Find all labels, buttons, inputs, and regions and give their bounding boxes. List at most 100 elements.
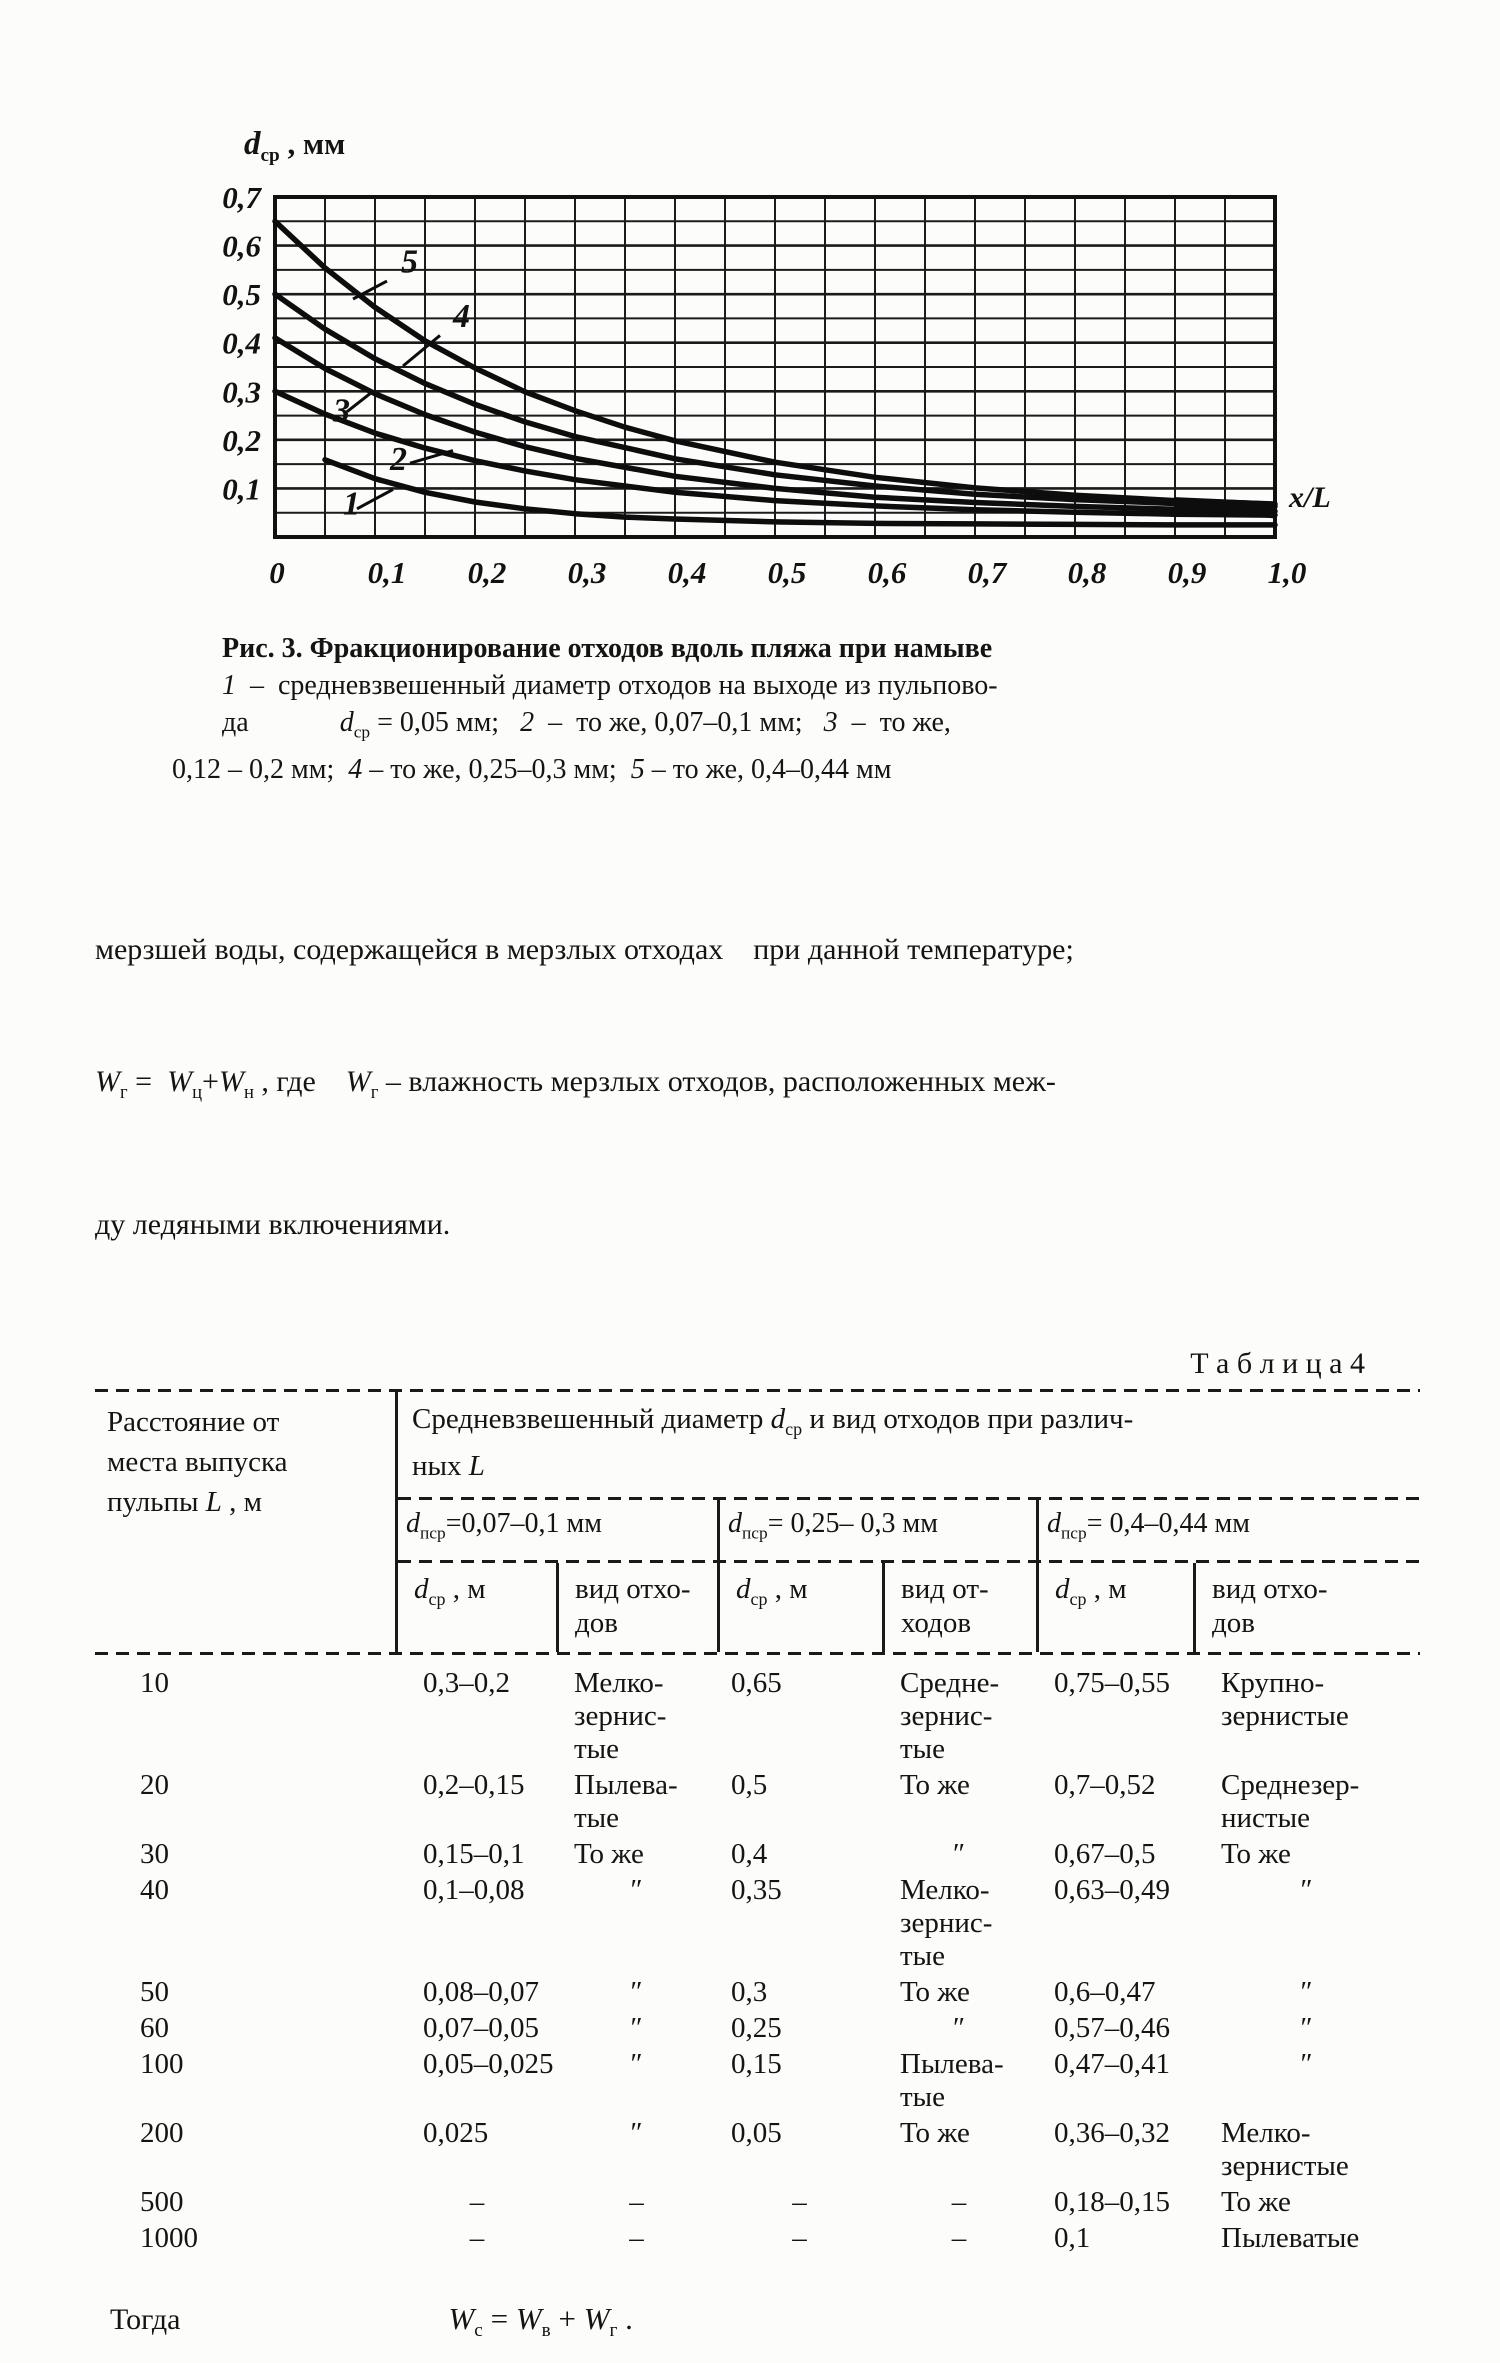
table-cell: Средне- зернис- тые bbox=[900, 1666, 1000, 1765]
table-cell: Крупно- зернистые bbox=[1221, 1666, 1349, 1732]
svg-text:0,6: 0,6 bbox=[222, 229, 261, 264]
svg-text:0,9: 0,9 bbox=[1168, 555, 1207, 590]
table-cell: – bbox=[469, 2185, 485, 2218]
svg-text:0,5: 0,5 bbox=[222, 277, 261, 312]
figure-caption-line: 0,12 – 0,2 мм; 4 – то же, 0,25–0,3 мм; 5… bbox=[172, 753, 892, 785]
table-cell: ″ bbox=[630, 2116, 643, 2149]
table-cell: 0,3–0,2 bbox=[423, 1666, 510, 1699]
table-cell: 1000 bbox=[140, 2221, 198, 2254]
svg-text:0,6: 0,6 bbox=[868, 555, 907, 590]
table-cell: 0,63–0,49 bbox=[1054, 1873, 1170, 1906]
svg-text:3: 3 bbox=[332, 392, 350, 429]
header-body-rule bbox=[95, 1651, 1420, 1655]
table-cell: 200 bbox=[140, 2116, 184, 2149]
table-cell: 500 bbox=[140, 2185, 184, 2218]
group-header-1: dпср=0,07–0,1 мм bbox=[406, 1508, 602, 1543]
table-cell: 40 bbox=[140, 1873, 169, 1906]
svg-text:5: 5 bbox=[401, 243, 418, 280]
table-cell: – bbox=[951, 2185, 967, 2218]
table-cell: 0,18–0,15 bbox=[1054, 2185, 1170, 2218]
table-cell: 0,15–0,1 bbox=[423, 1837, 525, 1870]
table-cell: 0,05–0,025 bbox=[423, 2047, 554, 2080]
table-header: Расстояние от места выпуска пульпы L , м… bbox=[95, 1391, 1420, 1652]
table-cell: 0,25 bbox=[731, 2011, 782, 2044]
svg-text:0,7: 0,7 bbox=[968, 555, 1008, 590]
table-cell: Мелко- зернис- тые bbox=[574, 1666, 667, 1765]
formula-wc-label: Тогда bbox=[110, 2302, 181, 2336]
subcolumn-header-d3: dср , м bbox=[1036, 1562, 1193, 1652]
table-cell: Мелко- зернистые bbox=[1221, 2116, 1349, 2182]
table-cell: То же bbox=[900, 2116, 970, 2149]
svg-text:0,2: 0,2 bbox=[222, 423, 261, 458]
table-cell: То же bbox=[900, 1975, 970, 2008]
table-cell: 0,2–0,15 bbox=[423, 1768, 525, 1801]
table-cell: То же bbox=[900, 1768, 970, 1801]
svg-text:0: 0 bbox=[269, 555, 285, 590]
table-cell: 0,5 bbox=[731, 1768, 768, 1801]
body-paragraph: мерзшей воды, содержащейся в мерзлых отх… bbox=[95, 840, 1425, 1335]
group-header-3: dпср= 0,4–0,44 мм bbox=[1036, 1500, 1420, 1560]
table-cell: ″ bbox=[630, 1873, 643, 1906]
group-header-2: dпср= 0,25– 0,3 мм bbox=[717, 1500, 1036, 1560]
table-cell: 30 bbox=[140, 1837, 169, 1870]
table-cell: 0,07–0,05 bbox=[423, 2011, 539, 2044]
svg-text:0,2: 0,2 bbox=[468, 555, 507, 590]
table-cell: ″ bbox=[630, 2011, 643, 2044]
table-cell: Мелко- зернис- тые bbox=[900, 1873, 993, 1972]
figure-caption-title: Рис. 3. Фракционирование отходов вдоль п… bbox=[222, 633, 993, 664]
svg-text:0,1: 0,1 bbox=[368, 555, 407, 590]
svg-text:0,4: 0,4 bbox=[222, 326, 261, 361]
table-cell: 0,67–0,5 bbox=[1054, 1837, 1156, 1870]
figure-caption-line: да dср = 0,05 мм; 2 – то же, 0,07–0,1 мм… bbox=[222, 707, 951, 742]
subcolumn-header-kind2: вид от- ходов bbox=[882, 1562, 1036, 1652]
table-cell: Среднезер- нистые bbox=[1221, 1768, 1360, 1834]
table-cell: – bbox=[629, 2185, 644, 2218]
formula-wc: Wс = Wв + Wг . bbox=[448, 2300, 633, 2342]
formula-wc-row: Тогда Wс = Wв + Wг . bbox=[110, 2301, 1500, 2342]
subcolumn-header-kind1: вид отхо- дов bbox=[556, 1562, 717, 1652]
table-cell: 50 bbox=[140, 1975, 169, 2008]
table-cell: 0,15 bbox=[731, 2047, 782, 2080]
table-cell: 0,1–0,08 bbox=[423, 1873, 525, 1906]
table-cell: То же bbox=[1221, 1837, 1291, 1870]
body-paragraph-line: мерзшей воды, содержащейся в мерзлых отх… bbox=[95, 932, 1074, 966]
table-cell: 0,57–0,46 bbox=[1054, 2011, 1170, 2044]
table-cell: То же bbox=[574, 1837, 644, 1870]
table-cell: 0,4 bbox=[731, 1837, 768, 1870]
table-cell: ″ bbox=[630, 1975, 643, 2008]
figure-caption: Рис. 3. Фракционирование отходов вдоль п… bbox=[172, 630, 1137, 788]
table-cell: 0,35 bbox=[731, 1873, 782, 1906]
svg-text:x/L: x/L bbox=[1288, 481, 1331, 514]
table-cell: 60 bbox=[140, 2011, 169, 2044]
table-cell: 0,3 bbox=[731, 1975, 768, 2008]
subcolumn-header-kind3: вид отхо- дов bbox=[1193, 1562, 1420, 1652]
header-rule bbox=[398, 1559, 1420, 1563]
table-cell: 0,7–0,52 bbox=[1054, 1768, 1156, 1801]
table-cell: ″ bbox=[1300, 1873, 1313, 1906]
svg-text:2: 2 bbox=[389, 441, 407, 478]
svg-text:0,3: 0,3 bbox=[222, 374, 261, 409]
table-cell: – bbox=[792, 2221, 807, 2254]
table-cell: – bbox=[629, 2221, 644, 2254]
figure-caption-line: 1 – средневзвешенный диаметр отходов на … bbox=[222, 670, 998, 701]
table-cell: ″ bbox=[1300, 2011, 1313, 2044]
fractionation-chart: 12 3 45 0,7 0,6 0,5 0,4 0,3 0,2 0,1 0 0,1 0,2 0,3 0,4 0… bbox=[222, 180, 1331, 590]
table-cell: ″ bbox=[952, 1837, 966, 1870]
table-cell: Пылеватые bbox=[1221, 2221, 1360, 2254]
svg-text:1,0: 1,0 bbox=[1268, 555, 1307, 590]
table-cell: 100 bbox=[140, 2047, 184, 2080]
svg-text:0,5: 0,5 bbox=[768, 555, 807, 590]
table-cell: Пылева- тые bbox=[574, 1768, 678, 1834]
table-top-rule bbox=[95, 1388, 1420, 1392]
svg-text:0,4: 0,4 bbox=[668, 555, 707, 590]
body-paragraph-line: Wг = Wц+Wн , где Wг – влажность мерзлых … bbox=[95, 1064, 1056, 1103]
svg-text:0,8: 0,8 bbox=[1068, 555, 1107, 590]
table-cell: ″ bbox=[1300, 2047, 1313, 2080]
table-cell: 0,05 bbox=[731, 2116, 782, 2149]
table-cell: 0,47–0,41 bbox=[1054, 2047, 1170, 2080]
svg-text:0,1: 0,1 bbox=[222, 471, 261, 506]
table-cell: То же bbox=[1221, 2185, 1291, 2218]
body-paragraph-line: ду ледяными включениями. bbox=[95, 1207, 451, 1241]
table-label: Т а б л и ц а 4 bbox=[1190, 1346, 1365, 1380]
